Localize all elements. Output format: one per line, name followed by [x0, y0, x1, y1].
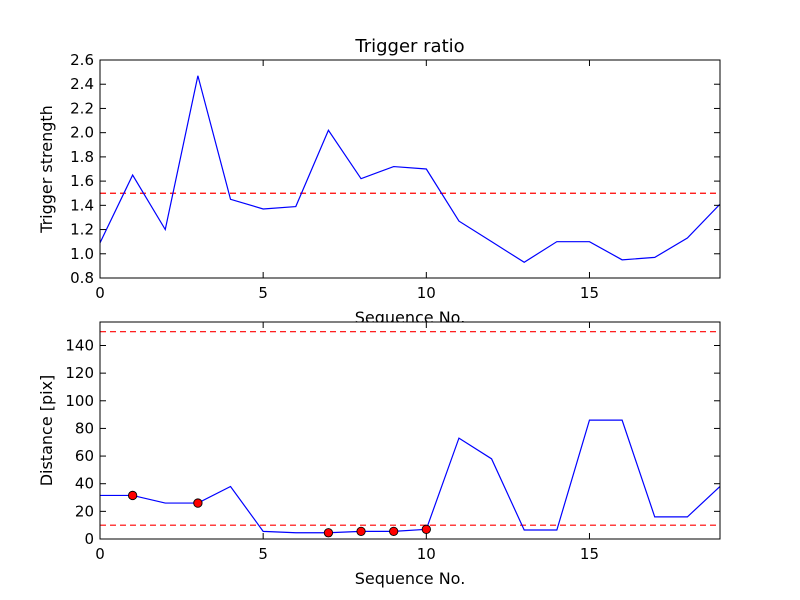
chart-panel-1 [99, 59, 721, 279]
chart-title: Trigger ratio [354, 36, 464, 57]
chart-panel-2 [99, 321, 721, 540]
data-marker [421, 524, 431, 534]
data-marker [193, 498, 203, 508]
y-tick-label: 60 [75, 447, 94, 465]
x-tick-label: 10 [417, 545, 436, 563]
y-tick-label: 120 [65, 364, 94, 382]
y-axis-label: Trigger strength [37, 105, 56, 234]
series-line [100, 75, 720, 263]
y-axis-label: Distance [pix] [37, 375, 56, 487]
x-tick-label: 0 [95, 284, 105, 302]
x-tick-label: 5 [258, 545, 268, 563]
y-tick-label: 2.6 [70, 51, 94, 69]
y-tick-label: 2.4 [70, 75, 94, 93]
y-tick-label: 2.2 [70, 99, 94, 117]
y-tick-label: 0 [84, 530, 94, 548]
axes-frame [99, 59, 721, 279]
series-line [100, 419, 720, 534]
y-tick-label: 2.0 [70, 124, 94, 142]
y-tick-label: 1.6 [70, 172, 94, 190]
y-tick-label: 1.0 [70, 245, 94, 263]
data-marker [127, 490, 138, 501]
data-marker [356, 526, 366, 537]
plot-background [100, 322, 720, 539]
y-tick-label: 140 [65, 336, 94, 354]
y-tick-label: 20 [75, 502, 94, 520]
x-tick-label: 0 [95, 545, 105, 563]
y-tick-label: 1.4 [70, 196, 94, 214]
data-marker [323, 528, 334, 538]
x-tick-label: 10 [417, 284, 436, 302]
x-tick-label: 15 [580, 545, 599, 563]
y-tick-label: 1.8 [70, 148, 94, 166]
y-tick-label: 80 [75, 419, 94, 437]
y-tick-label: 1.2 [70, 221, 94, 239]
x-axis-label: Sequence No. [355, 569, 466, 588]
y-tick-label: 100 [65, 392, 94, 410]
x-tick-label: 15 [580, 284, 599, 302]
y-tick-label: 0.8 [70, 269, 94, 287]
y-tick-label: 40 [75, 475, 94, 493]
data-marker [389, 526, 399, 537]
x-tick-label: 5 [258, 284, 268, 302]
axes-frame [99, 321, 721, 540]
